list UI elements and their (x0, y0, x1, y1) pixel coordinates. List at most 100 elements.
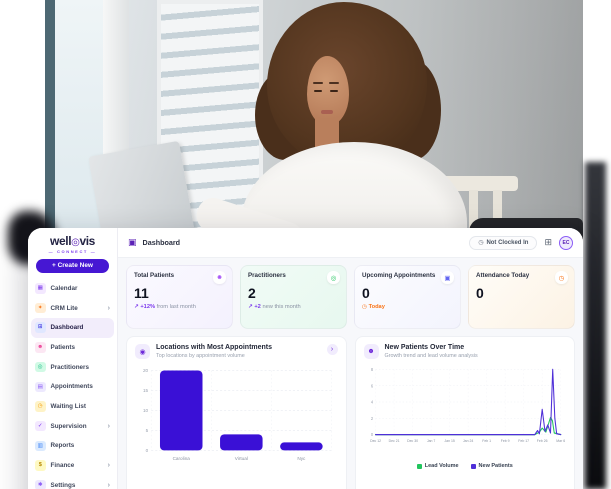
svg-text:Dec 12: Dec 12 (370, 439, 381, 443)
clock-status-button[interactable]: ◷ Not Clocked In (469, 235, 538, 250)
svg-text:20: 20 (143, 368, 148, 374)
chart-titles: Locations with Most Appointments Top loc… (156, 344, 272, 359)
sidebar-item-label: Appointments (50, 383, 93, 391)
photo-face-detail (330, 90, 338, 92)
svg-text:Jan 24: Jan 24 (462, 439, 472, 443)
main-area: ▣ Dashboard ◷ Not Clocked In ⊞ EC Total … (118, 228, 583, 489)
trend-arrow-icon: ↗ (248, 304, 253, 310)
sidebar-item-label: Finance (50, 462, 75, 470)
legend-item-lead-volume: Lead Volume (416, 463, 459, 469)
practitioners-icon: ◎ (327, 271, 340, 284)
sidebar-item-settings[interactable]: ✱ Settings › (28, 475, 117, 489)
sidebar-item-crm-lite[interactable]: ✦ CRM Lite › (28, 298, 117, 318)
photo-face-detail (314, 90, 322, 92)
calendar-icon: ▦ (35, 283, 46, 294)
location-pin-icon: ◉ (135, 344, 150, 359)
trend-emphasis: Today (368, 304, 385, 310)
apps-grid-icon[interactable]: ⊞ (544, 237, 552, 247)
sidebar-item-label: Dashboard (50, 324, 84, 332)
chart-subtitle: Top locations by appointment volume (156, 353, 245, 360)
trend-emphasis: +2 (254, 304, 261, 310)
sidebar-item-finance[interactable]: $ Finance › (28, 456, 117, 476)
svg-text:5: 5 (146, 428, 149, 434)
create-new-button[interactable]: + Create New (36, 258, 109, 273)
sidebar-item-label: Waiting List (50, 402, 86, 410)
waiting-list-icon: ◷ (35, 401, 46, 412)
chart-subtitle: Growth trend and lead volume analysis (384, 353, 478, 360)
stat-trend: ↗ +12% from last month (134, 304, 225, 310)
trend-text: from last month (156, 304, 196, 310)
page-title: Dashboard (142, 238, 181, 247)
chart-title: Locations with Most Appointments (156, 344, 273, 351)
photo-face-detail (321, 110, 333, 114)
svg-text:4: 4 (370, 400, 373, 405)
stat-card-total-patients: Total Patients ☻ 11 ↗ +12% from last mon… (126, 265, 233, 329)
svg-text:0: 0 (146, 448, 149, 454)
chevron-right-icon: › (107, 481, 110, 489)
new-patients-line-chart: 0 2 4 6 8 Dec 12 Dec 21 Dec 30 Jan 7 Jan 15 Jan 24… (370, 367, 565, 443)
svg-text:Feb 1: Feb 1 (482, 439, 491, 443)
photo-door-frame (45, 0, 55, 270)
sidebar-item-waiting-list[interactable]: ◷ Waiting List (28, 397, 117, 417)
photo-chair (440, 176, 518, 191)
crm-icon: ✦ (35, 302, 46, 314)
stat-value: 11 (134, 285, 149, 301)
sidebar-item-label: CRM Lite (50, 304, 78, 312)
svg-text:Dec 21: Dec 21 (388, 439, 399, 443)
chart-header: ◉ Locations with Most Appointments Top l… (135, 344, 338, 359)
sidebar-item-patients[interactable]: ☻ Patients (28, 338, 117, 358)
locations-bar-chart: 0 5 10 15 20 Carolina Virtual Nyc (143, 368, 332, 463)
svg-text:8: 8 (370, 367, 373, 372)
patients-icon: ☻ (35, 342, 46, 353)
svg-text:Dec 30: Dec 30 (407, 439, 418, 443)
svg-text:0: 0 (370, 432, 373, 437)
chart-title: New Patients Over Time (384, 344, 465, 351)
settings-icon: ✱ (35, 479, 46, 489)
sidebar-item-supervision[interactable]: ✓ Supervision › (28, 416, 117, 436)
trend-arrow-icon: ↗ (134, 304, 139, 310)
sidebar-item-practitioners[interactable]: ◎ Practitioners (28, 357, 117, 377)
clock-icon: ◷ (362, 304, 367, 310)
sidebar-item-label: Settings (50, 481, 76, 489)
svg-text:Jan 15: Jan 15 (444, 439, 454, 443)
dashboard-icon: ⊞ (35, 322, 46, 333)
sidebar-item-label: Calendar (50, 284, 78, 292)
sidebar-item-dashboard[interactable]: ⊞ Dashboard (31, 317, 114, 338)
svg-text:Feb 26: Feb 26 (536, 439, 547, 443)
svg-text:Carolina: Carolina (173, 456, 191, 462)
clock-status-label: Not Clocked In (486, 239, 529, 246)
brand-dash: — (90, 248, 97, 254)
chevron-right-icon: › (107, 422, 110, 430)
avatar[interactable]: EC (559, 235, 573, 250)
legend-swatch (416, 463, 422, 469)
sidebar-item-calendar[interactable]: ▦ Calendar (28, 279, 117, 299)
brand-part2: vis (79, 234, 95, 248)
practitioners-icon: ◎ (35, 361, 46, 373)
stat-value: 0 (362, 285, 370, 301)
svg-text:Mar 6: Mar 6 (556, 439, 565, 443)
locations-chart-card: ◉ Locations with Most Appointments Top l… (126, 336, 347, 489)
brand-logo: well◎vis — CONNECT — (28, 235, 117, 254)
sidebar-item-reports[interactable]: ▥ Reports (28, 436, 117, 456)
dashboard-window: well◎vis — CONNECT — + Create New ▦ Cale… (28, 228, 583, 489)
topbar-right: ◷ Not Clocked In ⊞ EC (469, 235, 573, 250)
trend-text: new this month (262, 304, 301, 310)
finance-icon: $ (35, 460, 46, 471)
sidebar-item-appointments[interactable]: ▤ Appointments (28, 377, 117, 397)
legend-swatch (470, 463, 476, 469)
patients-icon: ☻ (363, 344, 379, 359)
clock-icon: ◷ (478, 240, 484, 246)
brand-part1: well (50, 234, 72, 248)
svg-text:Jan 7: Jan 7 (426, 439, 434, 443)
svg-text:Virtual: Virtual (235, 456, 248, 462)
svg-text:Feb 17: Feb 17 (518, 439, 529, 443)
legend-item-new-patients: New Patients (470, 463, 513, 469)
appointments-icon: ▤ (35, 381, 46, 393)
shadow-blob-right (585, 162, 606, 489)
svg-text:15: 15 (143, 388, 148, 394)
chevron-right-icon: › (107, 462, 110, 470)
chevron-right-button[interactable]: › (326, 344, 338, 355)
charts-row: ◉ Locations with Most Appointments Top l… (126, 336, 575, 489)
svg-text:10: 10 (143, 408, 148, 414)
